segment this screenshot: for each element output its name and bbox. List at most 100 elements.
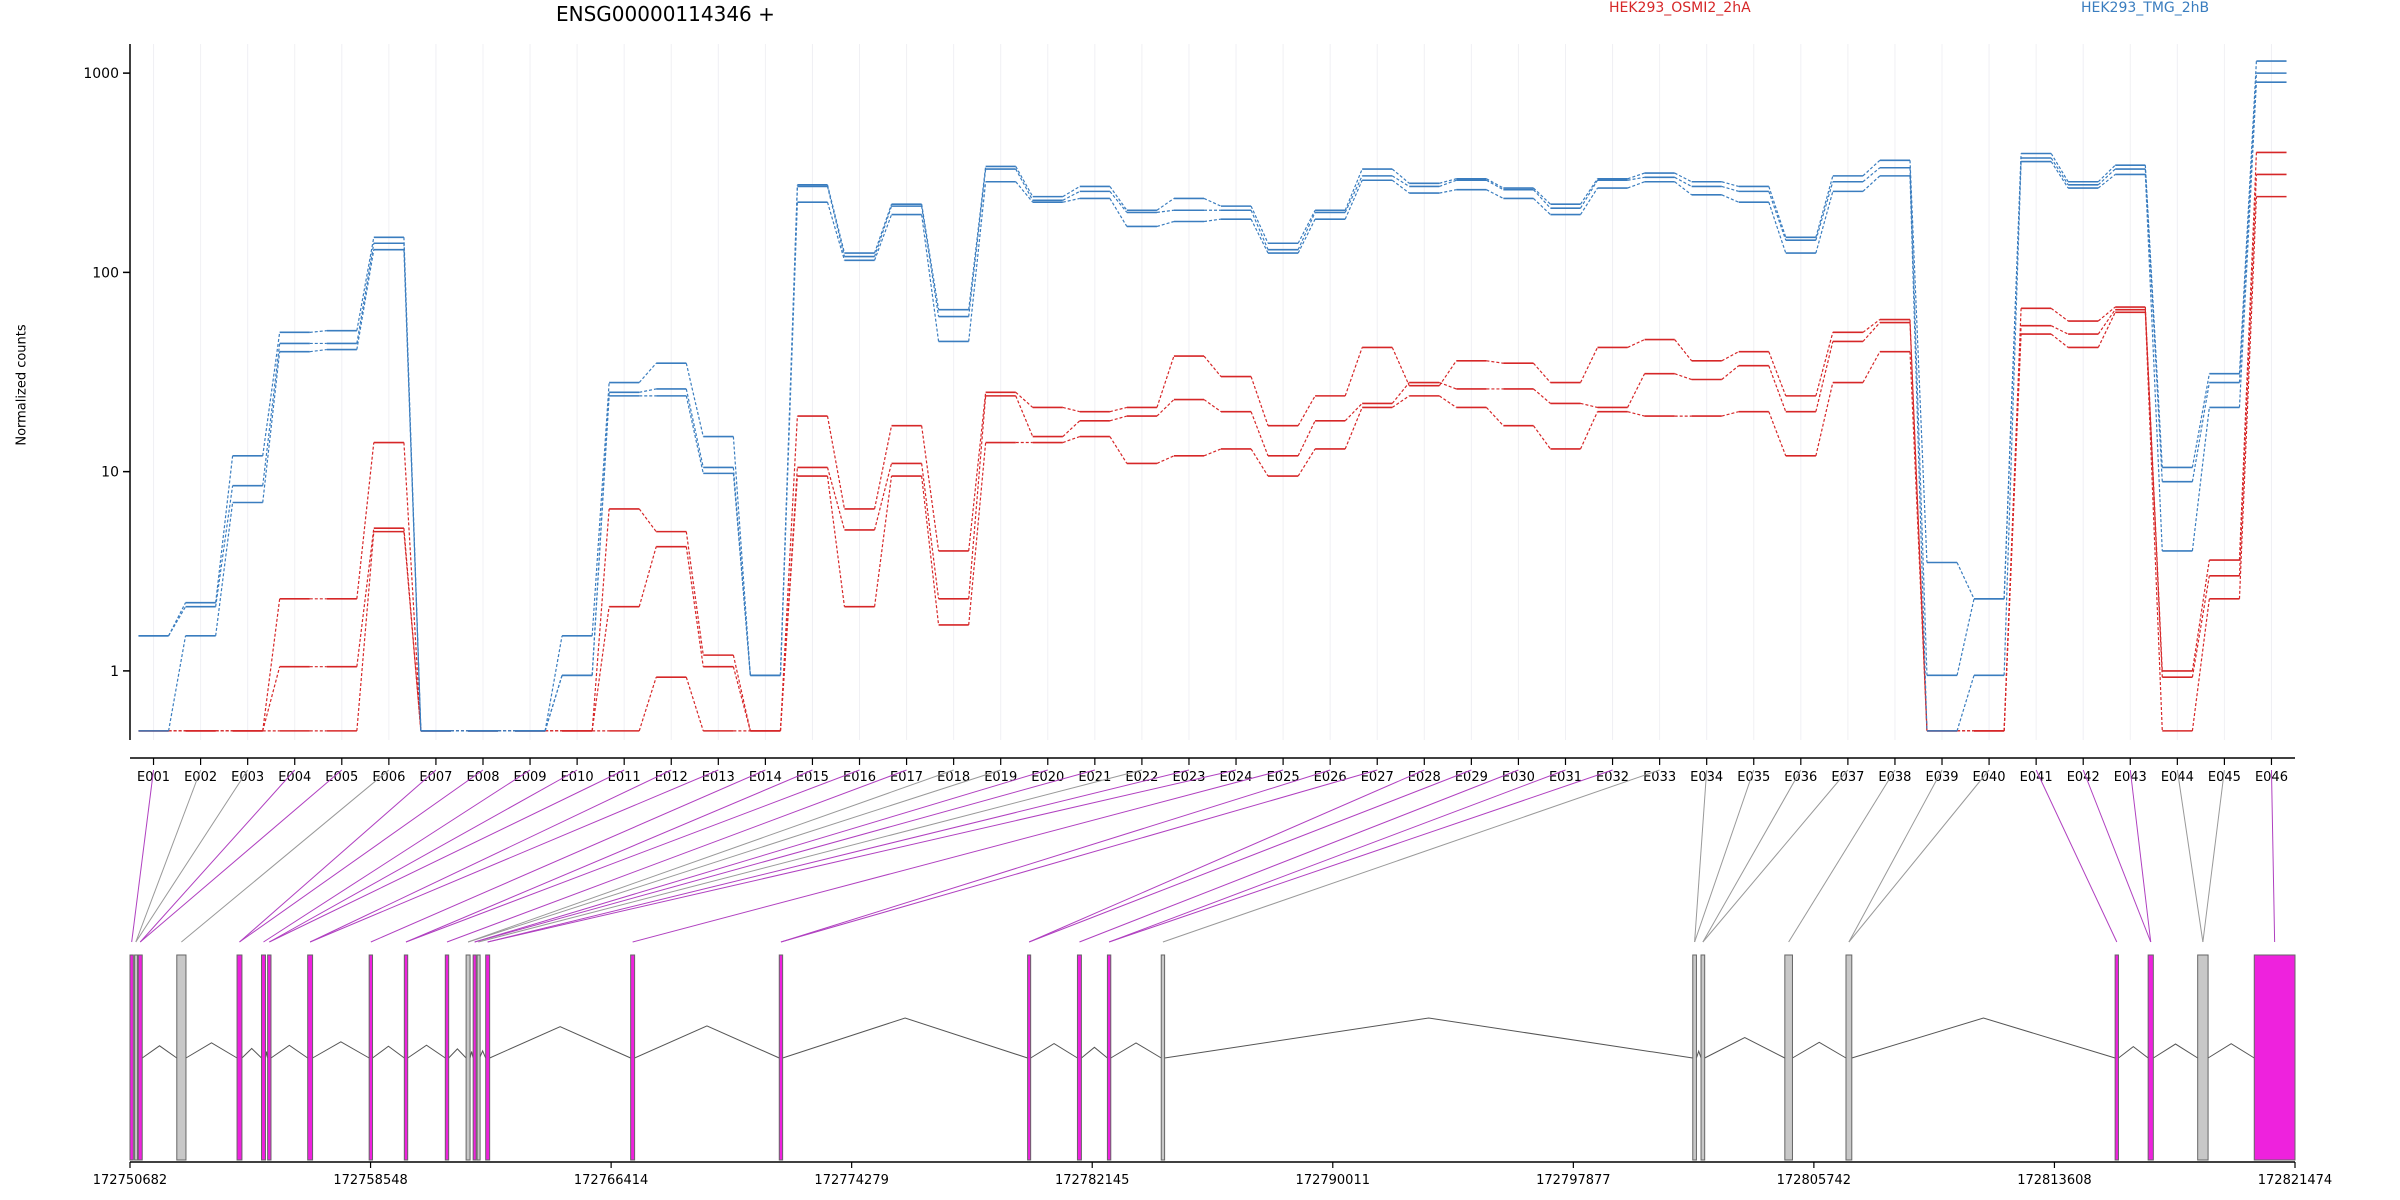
intron: [241, 1047, 262, 1059]
y-tick-label: 1: [110, 664, 119, 680]
series-connector: [356, 442, 375, 599]
series-connector: [215, 455, 234, 603]
intron: [1081, 1046, 1108, 1059]
tested-exon: [2114, 954, 2119, 1161]
series-connector: [1486, 179, 1504, 191]
series-connector: [1627, 181, 1645, 189]
intron: [1695, 1049, 1702, 1059]
series-connector: [1956, 598, 1975, 676]
series-5: [138, 81, 2287, 732]
series-connector: [2097, 174, 2116, 189]
exon: [1160, 954, 1166, 1161]
series-connector: [638, 546, 657, 607]
bin-connector: [2082, 769, 2152, 943]
series-connector: [1674, 339, 1693, 362]
bin-connector: [2035, 769, 2118, 943]
series-connector: [2191, 373, 2210, 468]
series-connector: [1909, 167, 1928, 676]
series-connector: [1533, 425, 1551, 450]
series-connector: [1391, 175, 1410, 187]
series-connector: [1580, 187, 1598, 215]
bin-connector: [135, 769, 202, 943]
series-connector: [591, 395, 610, 676]
series-connector: [1015, 391, 1034, 408]
y-tick-label: 100: [92, 265, 119, 281]
gene-title: ENSG00000114346 +: [556, 2, 775, 26]
series-2: [138, 195, 2287, 732]
series-connector: [2238, 196, 2258, 599]
series-connector: [1862, 322, 1881, 342]
series-connector: [1956, 562, 1975, 600]
series-connector: [1297, 212, 1316, 250]
series-connector: [1391, 347, 1410, 386]
series-connector: [1250, 205, 1269, 244]
series-connector: [1627, 339, 1645, 348]
x-tick-label: E040: [1973, 770, 2006, 785]
series-connector: [1203, 355, 1222, 377]
series-connector: [732, 473, 751, 676]
series-connector: [1627, 373, 1646, 408]
series-connector: [1015, 181, 1034, 203]
series-connector: [921, 214, 940, 342]
series-connector: [1768, 191, 1787, 241]
series-connector: [1862, 175, 1881, 192]
series-connector: [1250, 376, 1269, 426]
series-connector: [1721, 185, 1739, 192]
exon-bin-connector-lines: [131, 769, 2276, 943]
exon: [1700, 954, 1706, 1161]
intron: [141, 1045, 178, 1059]
series-connector: [1297, 209, 1316, 244]
series-connector: [403, 528, 422, 731]
bin-connector: [269, 769, 578, 943]
bin-connector: [1694, 769, 1755, 943]
bin-connector: [474, 769, 1095, 943]
series-connector: [1909, 175, 1928, 731]
y-tick-label: 10: [101, 465, 119, 481]
series-connector: [874, 203, 893, 254]
coordinate-tick-label: 172766414: [574, 1173, 648, 1188]
series-connector: [2191, 407, 2210, 552]
normalized-counts-series: [138, 60, 2287, 732]
bin-connector: [405, 769, 813, 943]
series-connector: [921, 425, 940, 552]
x-tick-label: E039: [1925, 770, 1958, 785]
series-connector: [1815, 191, 1834, 254]
series-connector: [356, 243, 375, 344]
series-connector: [309, 348, 327, 353]
series-connector: [1015, 166, 1034, 197]
series-connector: [1909, 160, 1928, 563]
series-connector: [685, 395, 704, 474]
series-connector: [685, 546, 704, 667]
series-connector: [921, 463, 940, 599]
series-connector: [2191, 598, 2210, 731]
series-connector: [779, 476, 798, 731]
series-connector: [1391, 395, 1410, 408]
x-tick-label: E021: [1078, 770, 1111, 785]
bin-connector: [467, 769, 1001, 943]
series-connector: [1062, 197, 1080, 203]
series-connector: [1486, 178, 1504, 189]
series-connector: [1109, 186, 1128, 211]
x-tick-label: E019: [984, 770, 1017, 785]
exon: [2197, 954, 2209, 1161]
bin-connector: [1028, 769, 1425, 943]
series-1: [138, 173, 2287, 732]
tested-exon: [444, 954, 450, 1161]
series-connector: [826, 476, 846, 607]
series-connector: [1203, 218, 1222, 223]
series-connector: [591, 606, 610, 731]
y-axis: 1 10 100 1000: [83, 44, 131, 740]
series-connector: [2050, 333, 2069, 348]
series-connector: [685, 388, 704, 468]
series-connector: [1297, 448, 1316, 477]
series-connector: [1485, 407, 1504, 427]
series-connector: [1862, 167, 1881, 183]
series-connector: [1297, 218, 1316, 254]
intron: [1164, 1017, 1693, 1059]
series-connector: [1109, 436, 1128, 464]
series-connector: [1344, 407, 1363, 450]
intron: [634, 1025, 780, 1059]
bin-connector: [135, 769, 249, 943]
intron: [489, 1026, 631, 1059]
x-tick-label: E031: [1549, 770, 1582, 785]
